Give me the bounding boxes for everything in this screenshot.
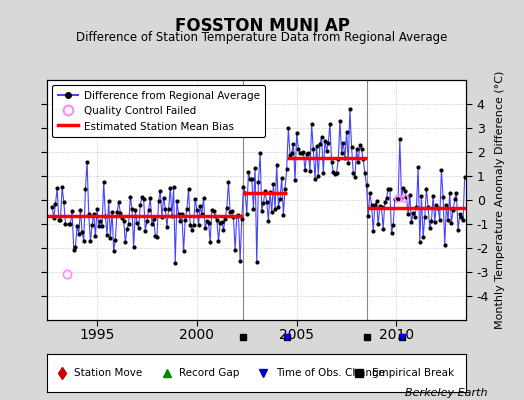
Text: Station Move: Station Move — [74, 368, 143, 378]
Y-axis label: Monthly Temperature Anomaly Difference (°C): Monthly Temperature Anomaly Difference (… — [495, 71, 505, 329]
Text: Berkeley Earth: Berkeley Earth — [405, 388, 487, 398]
Text: Empirical Break: Empirical Break — [372, 368, 454, 378]
Text: Difference of Station Temperature Data from Regional Average: Difference of Station Temperature Data f… — [77, 32, 447, 44]
Legend: Difference from Regional Average, Quality Control Failed, Estimated Station Mean: Difference from Regional Average, Qualit… — [52, 85, 265, 137]
Text: Record Gap: Record Gap — [179, 368, 239, 378]
Text: Time of Obs. Change: Time of Obs. Change — [276, 368, 385, 378]
Text: FOSSTON MUNI AP: FOSSTON MUNI AP — [174, 17, 350, 35]
